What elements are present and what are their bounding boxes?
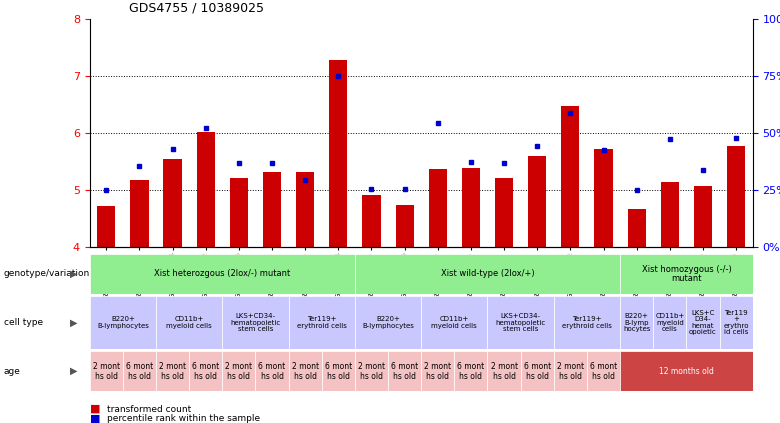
Bar — [156, 351, 189, 391]
Text: GDS4755 / 10389025: GDS4755 / 10389025 — [129, 2, 264, 15]
Text: Ter119+
erythroid cells: Ter119+ erythroid cells — [562, 316, 612, 329]
Text: percentile rank within the sample: percentile rank within the sample — [107, 414, 260, 423]
Text: 6 mont
hs old: 6 mont hs old — [324, 362, 352, 381]
Text: 6 mont
hs old: 6 mont hs old — [258, 362, 285, 381]
Bar — [719, 296, 753, 349]
Bar — [653, 296, 686, 349]
Text: Ter119
+
erythro
id cells: Ter119 + erythro id cells — [723, 310, 749, 335]
Text: 2 mont
hs old: 2 mont hs old — [159, 362, 186, 381]
Text: 2 mont
hs old: 2 mont hs old — [424, 362, 452, 381]
Bar — [164, 159, 182, 247]
Bar — [421, 296, 488, 349]
Bar — [156, 296, 222, 349]
Text: CD11b+
myeloid cells: CD11b+ myeloid cells — [431, 316, 477, 329]
Bar — [90, 254, 355, 294]
Bar — [90, 351, 123, 391]
Bar — [296, 172, 314, 247]
Bar — [587, 351, 620, 391]
Bar — [321, 351, 355, 391]
Bar — [594, 149, 612, 247]
Text: ▶: ▶ — [70, 366, 78, 376]
Text: B220+
B-lymp
hocytes: B220+ B-lymp hocytes — [623, 313, 651, 332]
Text: 2 mont
hs old: 2 mont hs old — [358, 362, 385, 381]
Text: 2 mont
hs old: 2 mont hs old — [93, 362, 120, 381]
Text: Ter119+
erythroid cells: Ter119+ erythroid cells — [297, 316, 346, 329]
Bar — [686, 296, 719, 349]
Bar — [620, 296, 654, 349]
Text: ▶: ▶ — [70, 318, 78, 327]
Text: ■: ■ — [90, 414, 100, 423]
Text: LKS+CD34-
hematopoietic
stem cells: LKS+CD34- hematopoietic stem cells — [495, 313, 546, 332]
Text: B220+
B-lymphocytes: B220+ B-lymphocytes — [97, 316, 149, 329]
Text: transformed count: transformed count — [107, 404, 191, 414]
Bar — [289, 296, 355, 349]
Text: CD11b+
myeloid cells: CD11b+ myeloid cells — [166, 316, 212, 329]
Bar — [230, 178, 248, 247]
Bar — [189, 351, 222, 391]
Bar — [488, 351, 520, 391]
Text: age: age — [4, 367, 21, 376]
Text: Xist homozygous (-/-)
mutant: Xist homozygous (-/-) mutant — [641, 264, 732, 283]
Bar — [521, 351, 554, 391]
Bar — [661, 182, 679, 247]
Bar — [355, 254, 620, 294]
Bar — [528, 156, 546, 247]
Bar — [628, 209, 646, 247]
Bar — [222, 351, 255, 391]
Bar — [694, 186, 712, 247]
Bar — [562, 106, 580, 247]
Bar — [123, 351, 156, 391]
Text: ▶: ▶ — [70, 269, 78, 279]
Bar — [130, 180, 148, 247]
Text: 6 mont
hs old: 6 mont hs old — [457, 362, 484, 381]
Text: B220+
B-lymphocytes: B220+ B-lymphocytes — [362, 316, 414, 329]
Text: 6 mont
hs old: 6 mont hs old — [523, 362, 551, 381]
Bar — [90, 296, 156, 349]
Text: 6 mont
hs old: 6 mont hs old — [391, 362, 418, 381]
Text: Xist heterozgous (2lox/-) mutant: Xist heterozgous (2lox/-) mutant — [154, 269, 290, 278]
Bar — [363, 195, 381, 247]
Bar — [620, 351, 753, 391]
Bar — [429, 169, 447, 247]
Bar — [554, 296, 620, 349]
Text: genotype/variation: genotype/variation — [4, 269, 90, 278]
Bar — [355, 351, 388, 391]
Text: Xist wild-type (2lox/+): Xist wild-type (2lox/+) — [441, 269, 534, 278]
Bar — [263, 172, 281, 247]
Bar — [495, 178, 513, 247]
Bar — [329, 60, 347, 247]
Text: CD11b+
myeloid
cells: CD11b+ myeloid cells — [655, 313, 685, 332]
Text: 2 mont
hs old: 2 mont hs old — [491, 362, 518, 381]
Text: 6 mont
hs old: 6 mont hs old — [126, 362, 153, 381]
Text: 6 mont
hs old: 6 mont hs old — [590, 362, 617, 381]
Bar — [488, 296, 554, 349]
Bar — [197, 132, 215, 247]
Bar — [395, 205, 413, 247]
Bar — [554, 351, 587, 391]
Bar — [454, 351, 488, 391]
Bar — [355, 296, 421, 349]
Bar — [620, 254, 753, 294]
Text: 6 mont
hs old: 6 mont hs old — [192, 362, 219, 381]
Bar — [727, 146, 745, 247]
Text: 2 mont
hs old: 2 mont hs old — [557, 362, 584, 381]
Text: 12 months old: 12 months old — [659, 367, 714, 376]
Text: LKS+CD34-
hematopoietic
stem cells: LKS+CD34- hematopoietic stem cells — [230, 313, 281, 332]
Text: ■: ■ — [90, 404, 100, 414]
Text: cell type: cell type — [4, 318, 43, 327]
Text: LKS+C
D34-
hemat
opoietic: LKS+C D34- hemat opoietic — [689, 310, 717, 335]
Bar — [289, 351, 321, 391]
Bar — [421, 351, 454, 391]
Bar — [462, 168, 480, 247]
Bar — [255, 351, 289, 391]
Bar — [98, 206, 115, 247]
Text: 2 mont
hs old: 2 mont hs old — [292, 362, 319, 381]
Bar — [222, 296, 289, 349]
Bar — [388, 351, 421, 391]
Text: 2 mont
hs old: 2 mont hs old — [225, 362, 253, 381]
